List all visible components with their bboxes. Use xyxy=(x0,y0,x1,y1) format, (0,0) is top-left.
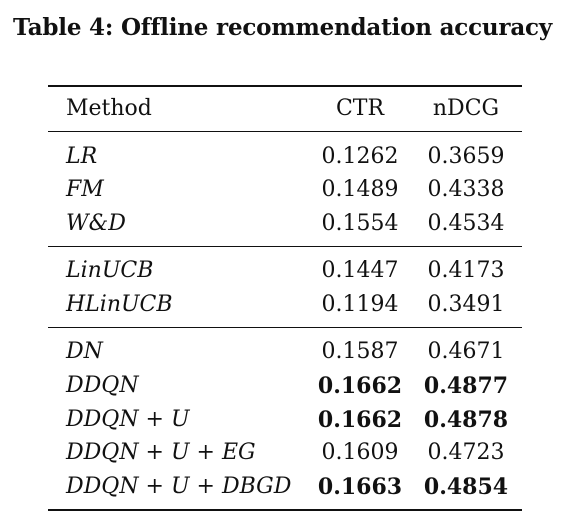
row-method: DDQN + U xyxy=(66,407,190,432)
row-ndcg: 0.4338 xyxy=(427,177,505,202)
group-rule xyxy=(48,327,522,328)
row-method: FM xyxy=(66,177,104,202)
row-ctr: 0.1609 xyxy=(321,440,399,465)
row-ndcg: 0.4877 xyxy=(423,373,509,399)
row-ndcg: 0.3659 xyxy=(427,144,505,169)
header-ndcg: nDCG xyxy=(432,96,500,121)
row-ndcg: 0.4671 xyxy=(427,339,505,364)
header-ctr: CTR xyxy=(335,96,385,121)
row-ctr: 0.1447 xyxy=(321,258,399,283)
row-ndcg: 0.4854 xyxy=(423,474,509,500)
row-ctr: 0.1663 xyxy=(317,474,403,500)
row-method: DDQN + U + EG xyxy=(66,440,256,465)
bottom-rule xyxy=(48,509,522,511)
row-method: LR xyxy=(66,144,98,169)
row-ndcg: 0.4534 xyxy=(427,211,505,236)
row-ctr: 0.1194 xyxy=(321,292,399,317)
top-rule xyxy=(48,85,522,87)
row-ndcg: 0.3491 xyxy=(427,292,505,317)
row-ctr: 0.1662 xyxy=(317,373,403,399)
row-ctr: 0.1554 xyxy=(321,211,399,236)
row-ctr: 0.1587 xyxy=(321,339,399,364)
row-method: LinUCB xyxy=(66,258,154,283)
group-rule xyxy=(48,246,522,247)
table-caption: Table 4: Offline recommendation accuracy xyxy=(12,14,552,41)
row-method: W&D xyxy=(66,211,126,236)
row-ndcg: 0.4878 xyxy=(423,407,509,433)
row-method: HLinUCB xyxy=(66,292,173,317)
row-ndcg: 0.4173 xyxy=(427,258,505,283)
row-method: DN xyxy=(66,339,103,364)
row-ctr: 0.1489 xyxy=(321,177,399,202)
header-method: Method xyxy=(66,96,152,121)
header-rule xyxy=(48,131,522,132)
row-ctr: 0.1262 xyxy=(321,144,399,169)
row-ctr: 0.1662 xyxy=(317,407,403,433)
row-method: DDQN xyxy=(66,373,139,398)
row-ndcg: 0.4723 xyxy=(427,440,505,465)
row-method: DDQN + U + DBGD xyxy=(66,474,292,499)
